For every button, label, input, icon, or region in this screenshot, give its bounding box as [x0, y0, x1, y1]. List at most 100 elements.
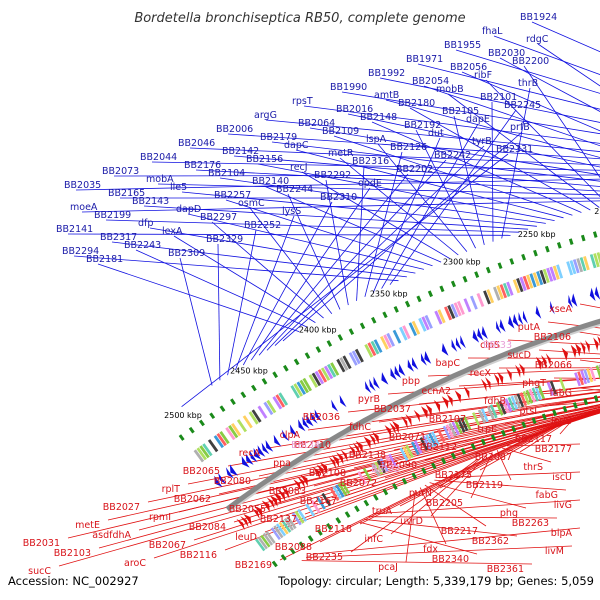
inner-tick-track: [373, 494, 379, 501]
topology-text: Topology: circular; Length: 5,339,179 bp…: [277, 574, 594, 588]
reverse-gene-arrow: [481, 378, 487, 392]
reverse-gene-label: aroC: [124, 558, 146, 569]
reverse-category-track: [510, 395, 519, 410]
reverse-gene-arrow: [281, 487, 290, 499]
forward-gene-label: BB2156: [246, 154, 283, 165]
reverse-category-track: [278, 521, 289, 535]
forward-leader-line: [179, 257, 213, 386]
forward-gene-arrow: [364, 381, 372, 394]
forward-gene-label: BB2064: [298, 118, 335, 129]
reverse-category-track: [411, 441, 420, 456]
forward-gene-label: dapC: [284, 140, 309, 151]
reverse-gene-label: BB2071: [389, 432, 426, 443]
forward-gene-label: BB2142: [222, 146, 259, 157]
reverse-gene-label: xseA: [549, 304, 572, 315]
outer-tick-track: [382, 311, 388, 319]
reverse-gene-label: recA: [239, 448, 261, 459]
reverse-gene-label: sucC: [28, 566, 51, 577]
reverse-category-track: [534, 386, 542, 401]
outer-tick-track: [261, 378, 268, 385]
reverse-gene-label: pyrB: [358, 394, 380, 405]
outer-tick-track: [315, 346, 322, 353]
reverse-leader-line: [439, 425, 557, 489]
forward-gene-arrow: [518, 312, 524, 326]
reverse-leader-line: [479, 423, 562, 471]
inner-tick-track: [289, 547, 296, 555]
outer-tick-track: [359, 322, 366, 330]
reverse-gene-arrow: [297, 476, 306, 489]
genome-backbone-highlight: [228, 323, 600, 513]
reverse-leader-line: [405, 490, 416, 563]
forward-leader-line: [377, 143, 468, 252]
forward-gene-arrow: [373, 376, 380, 389]
scale-labels: 2050 kbp2100 kbp2150 kbp2200 kbp2250 kbp…: [164, 207, 600, 420]
reverse-gene-arrow: [593, 337, 599, 351]
forward-category-track: [434, 310, 443, 325]
reverse-leader-line: [378, 391, 600, 423]
reverse-gene-arrow: [454, 390, 461, 403]
reverse-category-track: [549, 380, 557, 395]
reverse-category-track: [291, 512, 302, 526]
forward-gene-arrow: [225, 467, 235, 479]
reverse-category-track: [286, 516, 297, 530]
reverse-leader-line: [439, 471, 581, 479]
outer-tick-track: [416, 295, 422, 303]
reverse-gene-arrow: [384, 425, 392, 438]
reverse-gene-label: clpA: [280, 430, 301, 441]
forward-gene-label: osmC: [238, 198, 265, 209]
reverse-leader-line: [227, 400, 600, 467]
reverse-category-track: [580, 370, 588, 385]
reverse-category-track: [528, 388, 536, 403]
reverse-gene-label: sucD: [507, 350, 531, 361]
forward-category-track: [290, 385, 300, 399]
forward-category-track: [552, 265, 560, 280]
forward-leader-line: [219, 177, 546, 224]
reverse-gene-arrow: [421, 406, 428, 419]
forward-gene-label: BB1955: [444, 40, 481, 51]
reverse-gene-label: BB2031: [23, 538, 60, 549]
forward-gene-label: BB2006: [216, 124, 253, 135]
reverse-gene-label: BB2217: [441, 526, 478, 537]
reverse-gene-arrow: [536, 356, 542, 370]
reverse-category-track: [489, 404, 498, 419]
reverse-category-track: [519, 392, 528, 407]
forward-gene-arrow: [214, 475, 223, 487]
forward-leader-line: [485, 79, 600, 198]
outer-tick-track: [283, 364, 289, 372]
reverse-gene-arrow: [441, 396, 449, 409]
reverse-gene-label: purN: [409, 488, 432, 499]
forward-leader-line: [523, 65, 600, 179]
reverse-gene-label: infC: [364, 534, 383, 545]
inner-tick-track: [271, 560, 278, 568]
reverse-gene-arrow: [261, 500, 270, 513]
inner-tick-track: [326, 522, 332, 530]
reverse-leader-line: [267, 396, 600, 449]
forward-leader-line: [187, 213, 424, 270]
forward-leader-line: [173, 235, 316, 323]
inner-tick-track: [490, 434, 496, 441]
reverse-gene-label: BB2108: [309, 468, 346, 479]
reverse-category-track: [525, 389, 534, 404]
outer-tick-track: [497, 262, 503, 270]
reverse-leader-line: [310, 527, 581, 555]
forward-category-track: [546, 267, 554, 282]
reverse-gene-arrow: [372, 431, 379, 444]
forward-leader-line: [266, 159, 447, 351]
forward-category-track: [317, 369, 328, 383]
rna-gene-label: BBt34: [291, 440, 320, 451]
forward-leader-line: [73, 255, 399, 282]
forward-gene-label: BB2244: [276, 184, 313, 195]
forward-gene-label: BB2046: [178, 138, 215, 149]
forward-gene-label: BB2309: [168, 248, 205, 259]
inner-tick-track: [511, 425, 517, 433]
reverse-gene-label: BB2205: [426, 498, 463, 509]
forward-gene-label: lexA: [162, 226, 183, 237]
reverse-category-track: [431, 431, 440, 445]
reverse-gene-arrow: [485, 377, 491, 390]
forward-category-track: [453, 302, 462, 317]
reverse-gene-arrow: [368, 433, 376, 446]
forward-leader-line: [225, 199, 433, 267]
reverse-category-track: [574, 372, 581, 387]
forward-gene-label: BB2143: [132, 196, 169, 207]
reverse-gene-label: fdx: [423, 544, 438, 555]
